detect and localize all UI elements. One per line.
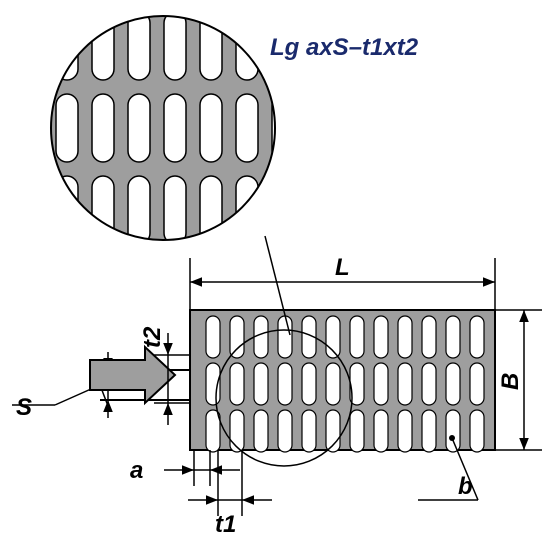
label-a: a — [130, 457, 143, 484]
plate-slot — [470, 363, 484, 405]
plate-slot — [422, 410, 436, 452]
plate-slot — [278, 363, 292, 405]
plate-slot — [398, 316, 412, 358]
plate-slot — [350, 410, 364, 452]
plate-slot — [302, 410, 316, 452]
plate-slot — [470, 410, 484, 452]
diagram-title: Lg axS–t1xt2 — [270, 34, 419, 61]
plate-slot — [206, 316, 220, 358]
magnifier-content — [46, 11, 294, 245]
label-s: S — [16, 394, 32, 421]
label-t2: t2 — [139, 326, 166, 348]
label-b-dim: B — [497, 373, 524, 390]
plate-slot — [254, 410, 268, 452]
plate-slot — [398, 363, 412, 405]
plate-slot — [470, 316, 484, 358]
label-t1: t1 — [215, 511, 236, 538]
plate-slot — [230, 316, 244, 358]
plate-slot — [278, 410, 292, 452]
plate-slot — [446, 363, 460, 405]
plate-slot — [326, 363, 340, 405]
plate-slot — [374, 316, 388, 358]
plate-slot — [446, 410, 460, 452]
plate-slot — [350, 316, 364, 358]
plate-slot — [278, 316, 292, 358]
plate-slot — [374, 410, 388, 452]
label-b: b — [458, 473, 473, 500]
plate-slot — [374, 363, 388, 405]
plate-slot — [422, 316, 436, 358]
plate-slot — [302, 363, 316, 405]
plate-slot — [446, 316, 460, 358]
plate-slot — [398, 410, 412, 452]
plate-slot — [254, 363, 268, 405]
plate-slot — [230, 363, 244, 405]
plate-slot — [422, 363, 436, 405]
plate-slot — [230, 410, 244, 452]
label-l: L — [335, 254, 350, 281]
plate-slot — [254, 316, 268, 358]
